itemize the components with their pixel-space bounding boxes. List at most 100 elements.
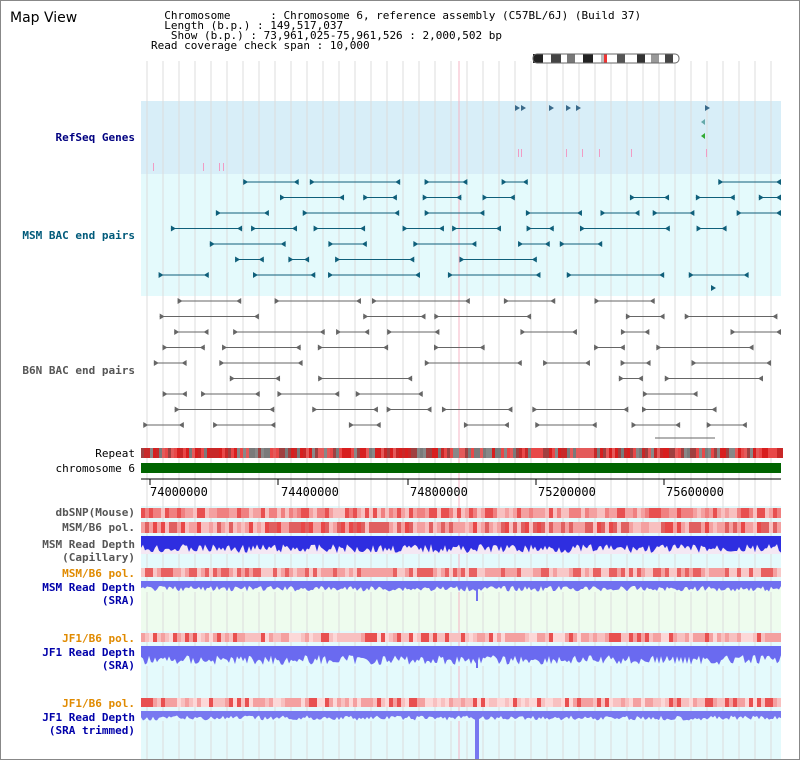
ideogram-band: [607, 54, 617, 63]
jf1-pol-cell: [161, 698, 165, 707]
b6n-bac-pair-end: [772, 313, 778, 320]
jf1-pol-cell: [441, 698, 445, 707]
dbsnp-cell: [321, 508, 325, 518]
dbsnp-cell: [453, 508, 457, 518]
repeat-segment: [666, 448, 669, 458]
msm-bac-pair-end: [695, 194, 701, 201]
repeat-segment: [417, 448, 420, 458]
dbsnp-cell: [661, 508, 665, 518]
repeat-segment: [243, 448, 246, 458]
repeat-segment: [465, 448, 468, 458]
repeat-segment: [342, 448, 345, 458]
msm-pol-cell: [557, 522, 561, 533]
b6n-bac-pair-end: [464, 298, 470, 304]
jf1-pol-cell: [253, 698, 257, 707]
repeat-segment: [639, 448, 642, 458]
msm-pol-cell: [485, 522, 489, 533]
repeat-segment: [462, 448, 465, 458]
repeat-segment: [738, 448, 741, 458]
dbsnp-cell: [405, 508, 409, 518]
b6n-bac-pair-end: [387, 329, 393, 335]
repeat-segment: [222, 448, 225, 458]
msm-pol-cell: [589, 522, 593, 533]
msm-pol-cell: [753, 522, 757, 533]
dbsnp-cell: [305, 508, 309, 518]
repeat-segment: [387, 448, 390, 458]
msm-bac-pair-end: [263, 210, 269, 216]
dbsnp-cell: [197, 508, 201, 518]
b6n-bac-pair-end: [383, 344, 389, 351]
b6n-bac-pair-end: [277, 391, 283, 397]
jf1-pol-cell: [445, 633, 449, 642]
jf1-pol-cell: [277, 633, 281, 642]
dbsnp-cell: [581, 508, 585, 518]
msm-pol-cell: [149, 568, 153, 577]
jf1-pol-cell: [525, 698, 529, 707]
jf1-pol-cell: [449, 698, 453, 707]
jf1-pol-cell: [429, 633, 433, 642]
msm-pol-cell: [549, 522, 553, 533]
msm-bac-pair-end: [535, 272, 541, 278]
track-label-dbsnp: dbSNP(Mouse): [3, 506, 135, 519]
b6n-bac-pair-end: [625, 313, 631, 320]
b6n-bac-pair-end: [741, 422, 747, 428]
jf1-pol-cell: [157, 633, 161, 642]
jf1-pol-cell: [273, 633, 277, 642]
msm-pol-cell: [409, 568, 413, 577]
msm-bac-pair-end: [718, 179, 724, 185]
dbsnp-cell: [161, 508, 165, 518]
jf1-pol-cell: [177, 698, 181, 707]
jf1-pol-cell: [537, 633, 541, 642]
repeat-segment: [363, 448, 366, 458]
jf1-pol-cell: [225, 698, 229, 707]
msm-pol-cell: [645, 568, 649, 577]
dbsnp-cell: [677, 508, 681, 518]
show-label: Show (b.p.): [170, 29, 244, 42]
repeat-segment: [756, 448, 759, 458]
repeat-segment: [426, 448, 429, 458]
repeat-segment: [165, 448, 168, 458]
msm-bac-pair-end: [459, 256, 465, 263]
repeat-segment: [297, 448, 300, 458]
repeat-segment: [687, 448, 690, 458]
ideogram-band: [604, 54, 607, 63]
msm-pol-cell: [181, 522, 185, 533]
repeat-segment: [690, 448, 693, 458]
track-label-chromosome: chromosome 6: [3, 462, 135, 475]
repeat-segment: [306, 448, 309, 458]
msm-pol-cell: [733, 522, 737, 533]
jf1-pol-cell: [365, 698, 369, 707]
msm-pol-cell: [625, 568, 629, 577]
msm-pol-cell: [409, 522, 413, 533]
msm-pol-cell: [605, 522, 609, 533]
msm-pol-cell: [553, 522, 557, 533]
msm-pol-cell: [429, 522, 433, 533]
msm-pol-cell: [633, 522, 637, 533]
repeat-segment: [594, 448, 597, 458]
msm-pol-cell: [757, 568, 761, 577]
msm-pol-cell: [541, 522, 545, 533]
msm-pol-cell: [681, 522, 685, 533]
jf1-pol-cell: [565, 698, 569, 707]
dbsnp-cell: [717, 508, 721, 518]
jf1-pol-cell: [389, 633, 393, 642]
msm-pol-cell: [469, 568, 473, 577]
repeat-segment: [279, 448, 282, 458]
repeat-segment: [354, 448, 357, 458]
msm-pol-cell: [673, 568, 677, 577]
jf1-pol-cell: [757, 633, 761, 642]
repeat-segment: [714, 448, 717, 458]
dbsnp-cell: [485, 508, 489, 518]
dbsnp-cell: [457, 508, 461, 518]
msm-pol-cell: [457, 568, 461, 577]
msm-pol-cell: [769, 522, 773, 533]
repeat-segment: [720, 448, 723, 458]
dbsnp-cell: [301, 508, 305, 518]
jf1-pol-cell: [361, 633, 365, 642]
b6n-bac-pair-end: [317, 344, 323, 351]
jf1-pol-cell: [557, 698, 561, 707]
msm-bac-pair-end: [402, 225, 408, 232]
b6n-bac-pair-end: [254, 391, 260, 397]
dbsnp-cell: [685, 508, 689, 518]
